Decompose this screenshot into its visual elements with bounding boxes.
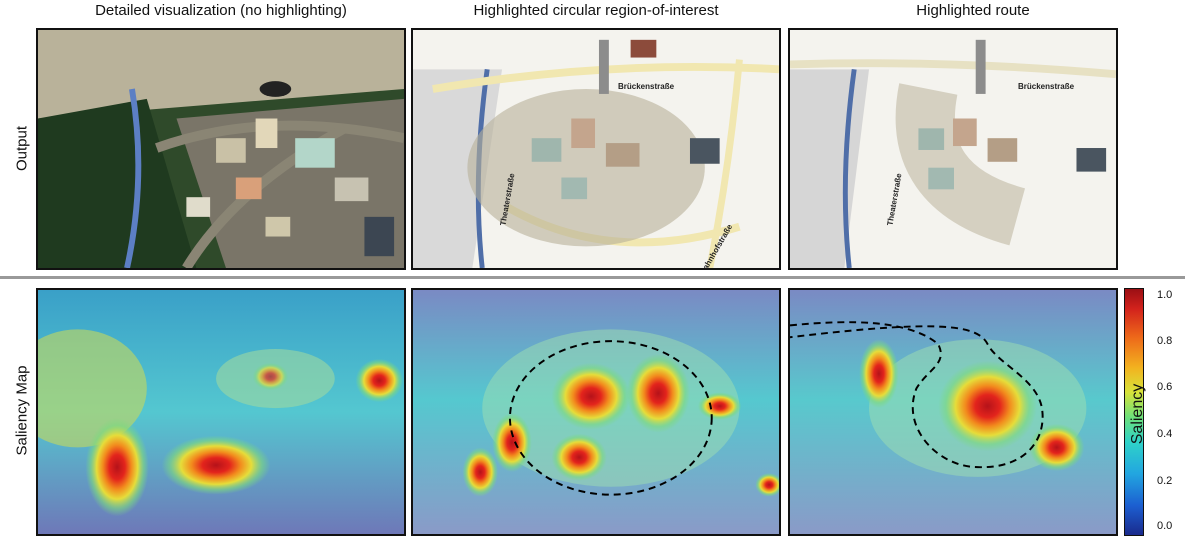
colorbar-tick-1: 1.0 (1157, 289, 1173, 301)
saliency-colorbar (1124, 288, 1144, 536)
colorbar-tick-0-2: 0.2 (1157, 475, 1173, 487)
column-title-circular: Highlighted circular region-of-interest (473, 2, 719, 19)
street-label-brueckenstrasse-route: Brückenstraße (1018, 82, 1075, 91)
output-panel-circular: Brückenstraße Theaterstraße Bahnhofstraß… (411, 28, 781, 270)
output-panel-detailed (36, 28, 406, 270)
colorbar-tick-0-8: 0.8 (1157, 335, 1173, 347)
street-label-brueckenstrasse: Brückenstraße (618, 82, 675, 91)
row-label-saliency: Saliency Map (13, 365, 31, 456)
colorbar-tick-0-6: 0.6 (1157, 381, 1173, 393)
column-title-route: Highlighted route (916, 2, 1030, 19)
colorbar-tick-0: 0.0 (1157, 520, 1173, 532)
saliency-panel-circular (411, 288, 781, 536)
saliency-panel-detailed (36, 288, 406, 536)
saliency-panel-route (788, 288, 1118, 536)
colorbar-title: Saliency (1129, 383, 1147, 445)
output-panel-route: Brückenstraße Theaterstraße (788, 28, 1118, 270)
column-title-detailed: Detailed visualization (no highlighting) (95, 2, 347, 19)
route-outline (790, 321, 1044, 469)
colorbar-tick-0-4: 0.4 (1157, 428, 1173, 440)
roi-circle (508, 340, 713, 496)
row-label-output: Output (13, 125, 31, 172)
row-divider (0, 276, 1185, 279)
